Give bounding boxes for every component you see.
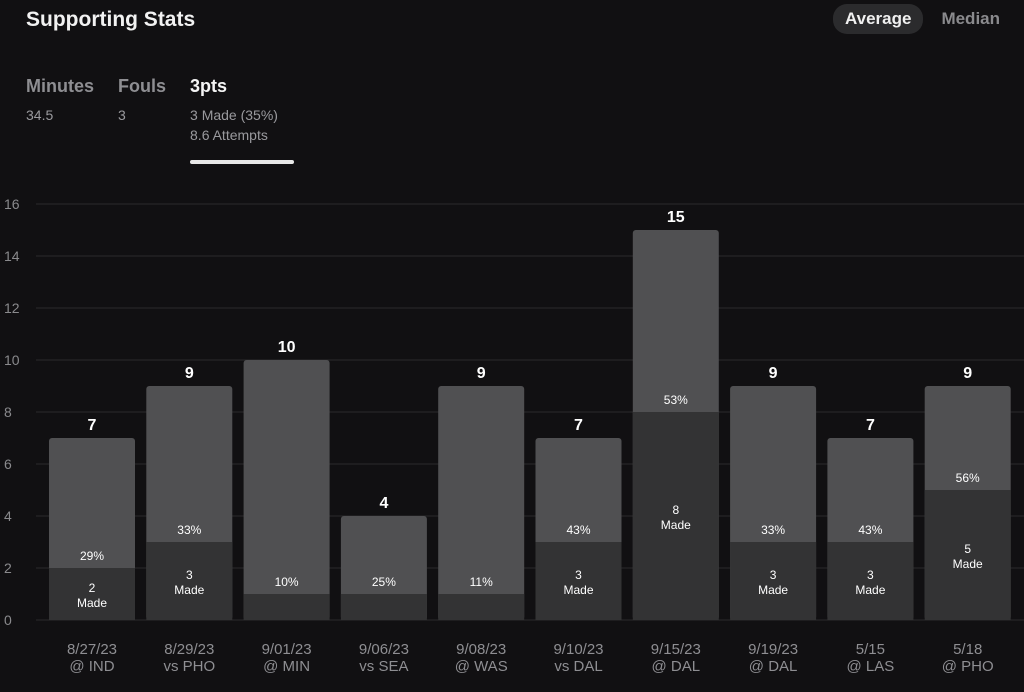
bar-made <box>924 490 1011 620</box>
bar-made-word: Made <box>758 583 788 597</box>
tab-minutes[interactable]: Minutes 34.5 <box>26 76 94 145</box>
bar-made <box>827 542 914 620</box>
bar-made-word: Made <box>77 596 107 610</box>
x-label-date: 5/18 <box>953 641 982 658</box>
bar-made-count: 3 <box>867 568 874 582</box>
bar-value-label: 9 <box>185 365 194 382</box>
y-tick-label: 10 <box>4 352 20 368</box>
x-label-date: 9/01/23 <box>262 641 312 658</box>
bar-value-label: 7 <box>866 417 875 434</box>
bar-attempts <box>438 386 525 620</box>
x-label-date: 5/15 <box>856 641 885 658</box>
bar-attempts <box>243 360 330 620</box>
tab-3pts-label: 3pts <box>190 76 228 96</box>
y-tick-label: 2 <box>4 560 12 576</box>
tab-3pts[interactable]: 3pts 3 Made (35%) 8.6 Attempts <box>190 76 295 164</box>
bar-value-label: 10 <box>278 339 296 356</box>
bar-percent-label: 29% <box>80 549 104 563</box>
y-tick-label: 8 <box>4 404 12 420</box>
bar-percent-label: 11% <box>470 575 493 589</box>
bar-percent-label: 56% <box>956 471 980 485</box>
bar-value-label: 7 <box>574 417 583 434</box>
x-label-opponent: @ DAL <box>652 658 701 675</box>
bar-made <box>243 594 330 620</box>
bar-made-word: Made <box>661 518 691 532</box>
x-label-opponent: @ MIN <box>263 658 310 675</box>
tab-fouls-value: 3 <box>118 107 126 123</box>
bar-made-count: 5 <box>964 542 971 556</box>
bar-made-word: Made <box>174 583 204 597</box>
x-label-date: 8/29/23 <box>164 641 214 658</box>
bar-percent-label: 10% <box>275 575 299 589</box>
bar-value-label: 7 <box>88 417 97 434</box>
average-median-toggle: Average Median <box>832 4 1012 34</box>
bar-percent-label: 43% <box>858 523 882 537</box>
bar-value-label: 9 <box>963 365 972 382</box>
bar-made <box>632 412 719 620</box>
bar-made <box>340 594 427 620</box>
y-tick-label: 12 <box>4 300 20 316</box>
x-label-opponent: vs DAL <box>554 658 602 675</box>
bar-value-label: 9 <box>477 365 486 382</box>
toggle-median[interactable]: Median <box>941 9 1000 28</box>
x-label-opponent: vs PHO <box>163 658 215 675</box>
bar-made <box>146 542 233 620</box>
x-label-opponent: vs SEA <box>359 658 408 675</box>
bar-made-count: 8 <box>672 503 679 517</box>
x-label-opponent: @ LAS <box>847 658 895 675</box>
tab-3pts-made: 3 Made (35%) <box>190 107 278 123</box>
x-label-opponent: @ WAS <box>455 658 508 675</box>
y-tick-label: 16 <box>4 196 20 212</box>
x-label-opponent: @ DAL <box>749 658 798 675</box>
bar-made-count: 2 <box>89 581 96 595</box>
tab-fouls-label: Fouls <box>118 76 167 96</box>
bar-made-word: Made <box>855 583 885 597</box>
bar-percent-label: 43% <box>566 523 590 537</box>
bar-percent-label: 33% <box>761 523 785 537</box>
tab-minutes-label: Minutes <box>26 76 95 96</box>
tab-minutes-value: 34.5 <box>26 107 54 123</box>
bar-made <box>438 594 525 620</box>
bar-percent-label: 25% <box>372 575 396 589</box>
tab-3pts-attempts: 8.6 Attempts <box>190 127 268 143</box>
bar-made-word: Made <box>953 557 983 571</box>
stat-tabs: Minutes 34.5 Fouls 3 3pts 3 Made (35%) 8… <box>26 76 302 164</box>
x-label-date: 9/15/23 <box>651 641 701 658</box>
x-label-date: 9/10/23 <box>553 641 603 658</box>
x-label-date: 8/27/23 <box>67 641 117 658</box>
y-tick-label: 14 <box>4 248 20 264</box>
y-tick-label: 4 <box>4 508 12 524</box>
bar-made <box>730 542 817 620</box>
bar-made-count: 3 <box>186 568 193 582</box>
toggle-average[interactable]: Average <box>832 4 924 34</box>
bar-percent-label: 33% <box>177 523 201 537</box>
page-title: Supporting Stats <box>26 8 196 31</box>
bar-made-count: 3 <box>770 568 777 582</box>
bar-value-label: 9 <box>769 365 778 382</box>
x-label-date: 9/08/23 <box>456 641 506 658</box>
bar-made <box>535 542 622 620</box>
x-label-opponent: @ PHO <box>942 658 994 675</box>
bar-made-word: Made <box>563 583 593 597</box>
y-tick-label: 0 <box>4 612 12 628</box>
bar-percent-label: 53% <box>664 393 688 407</box>
bar-made-count: 3 <box>575 568 582 582</box>
bar-value-label: 15 <box>667 209 685 226</box>
x-label-date: 9/06/23 <box>359 641 409 658</box>
bar-value-label: 4 <box>379 495 388 512</box>
bar-made <box>49 568 135 620</box>
y-tick-label: 6 <box>4 456 12 472</box>
x-label-opponent: @ IND <box>69 658 114 675</box>
tab-fouls[interactable]: Fouls 3 <box>118 76 166 145</box>
x-label-date: 9/19/23 <box>748 641 798 658</box>
active-tab-indicator <box>190 160 295 164</box>
